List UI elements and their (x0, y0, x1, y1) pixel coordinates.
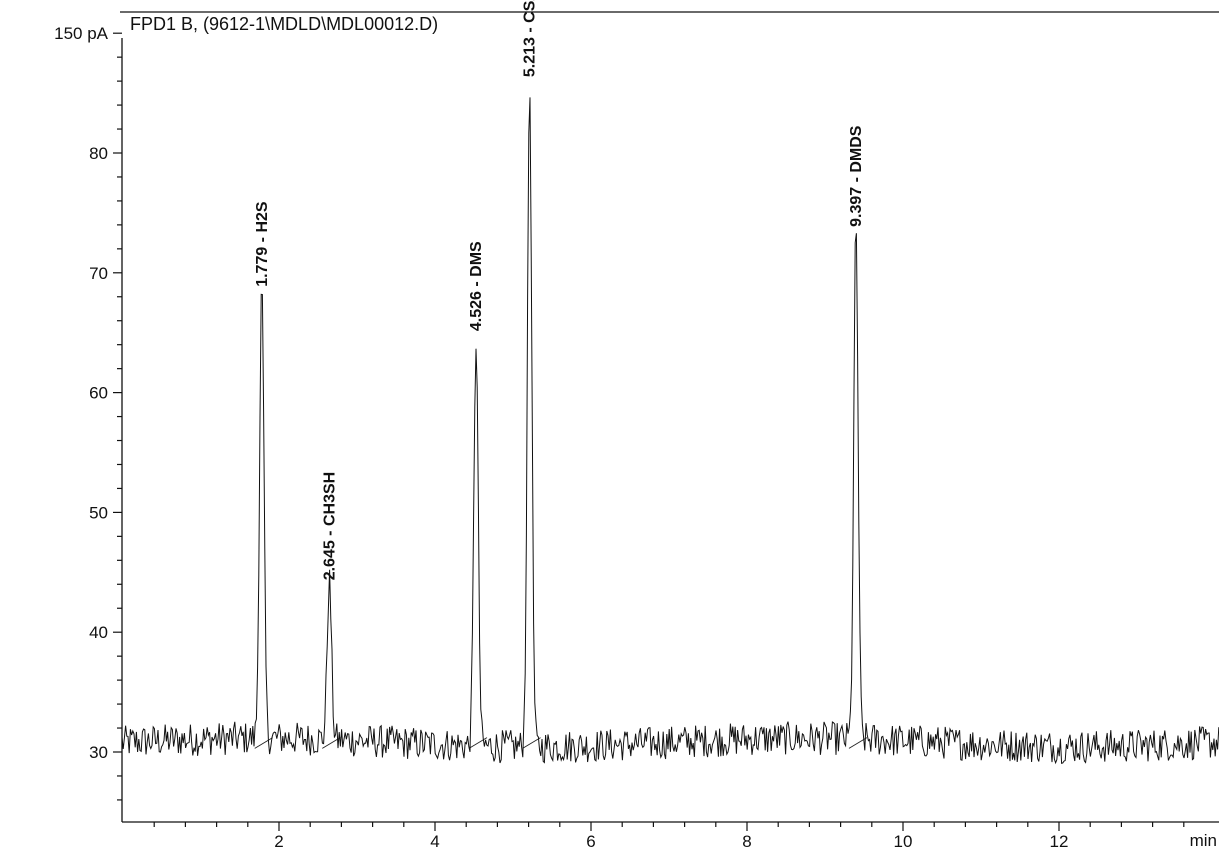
peak-labels: 1.779 - H2S 2.645 - CH3SH 4.526 - DMS 5.213… (254, 0, 865, 580)
peak-baseline (522, 737, 541, 749)
x-axis-label: min (1190, 831, 1217, 847)
chart-title: FPD1 B, (9612-1\MDLD\MDL00012.D) (130, 14, 438, 34)
y-tick-label: 80 (89, 144, 108, 163)
x-tick-label: 8 (742, 832, 751, 847)
y-tick-label: 40 (89, 623, 108, 642)
peak-label: 2.645 - CH3SH (321, 472, 338, 581)
signal-trace (121, 97, 1219, 765)
peak-baseline (254, 737, 273, 749)
y-tick-label: 70 (89, 264, 108, 283)
peak-label: 5.213 - CS2 (522, 0, 539, 77)
y-tick-label: 60 (89, 384, 108, 403)
x-tick-label: 2 (274, 832, 283, 847)
peak-label: 1.779 - H2S (254, 201, 271, 287)
y-axis-ticks: 30 40 50 60 70 80 150 pA (54, 24, 122, 801)
y-tick-label: 150 pA (54, 24, 109, 43)
x-axis-ticks: 2 4 6 8 10 12 (153, 822, 1185, 847)
peak-label: 4.526 - DMS (468, 241, 485, 331)
peak-baseline (468, 737, 488, 749)
x-tick-label: 10 (894, 832, 913, 847)
y-tick-label: 50 (89, 503, 108, 522)
x-tick-label: 12 (1050, 832, 1069, 847)
x-tick-label: 4 (430, 832, 439, 847)
peak-label: 9.397 - DMDS (848, 125, 865, 227)
x-tick-label: 6 (586, 832, 595, 847)
y-tick-label: 30 (89, 743, 108, 762)
